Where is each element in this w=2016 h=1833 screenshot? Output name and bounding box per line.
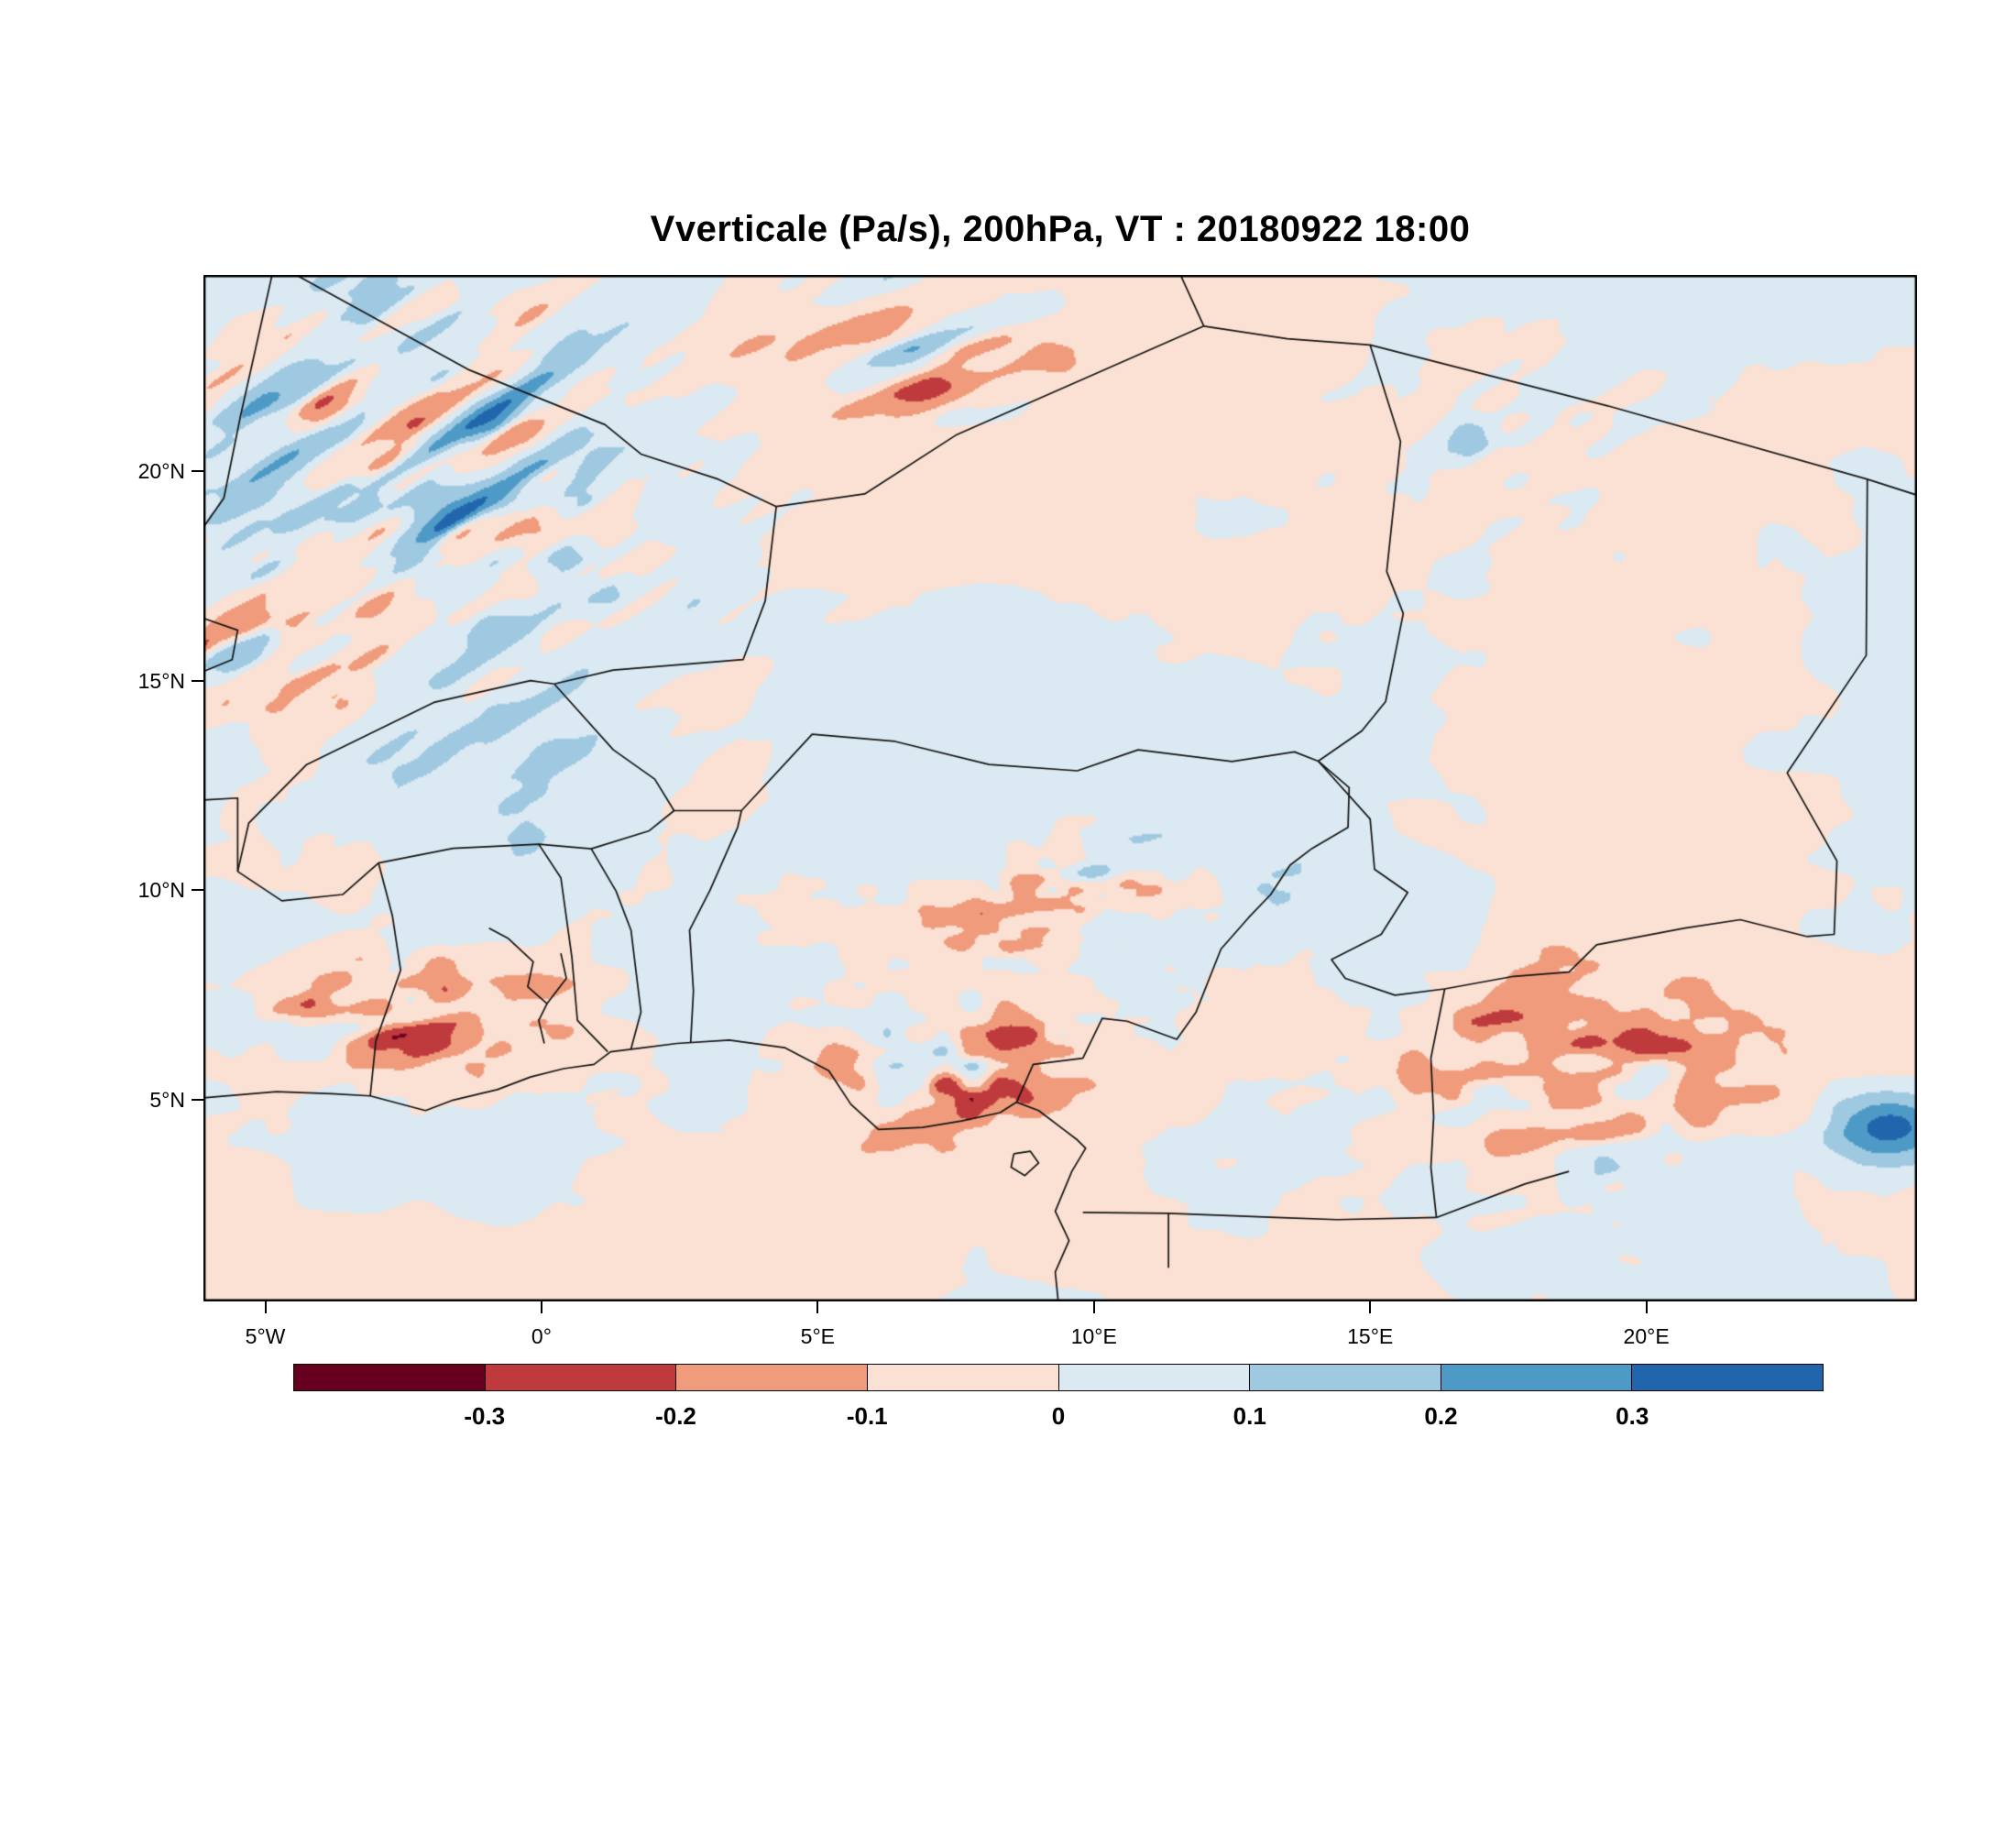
y-tick-label: 10°N [137, 878, 185, 903]
colorbar-segment [294, 1365, 485, 1390]
x-tick-mark [540, 1301, 542, 1313]
x-tick-mark [1645, 1301, 1648, 1313]
colorbar-tick-label: -0.3 [464, 1402, 506, 1430]
x-tick-label: 5°W [245, 1324, 286, 1348]
country-borders-overlay-canvas [203, 275, 1917, 1301]
y-tick-mark [192, 889, 203, 892]
colorbar-segment [866, 1365, 1058, 1390]
x-tick-label: 10°E [1070, 1324, 1117, 1348]
x-tick-label: 5°E [800, 1324, 836, 1348]
colorbar-tick-label: -0.2 [655, 1402, 696, 1430]
x-tick-mark [264, 1301, 267, 1313]
colorbar-segment [1057, 1365, 1250, 1390]
colorbar-segment [1631, 1365, 1823, 1390]
figure-title: Vverticale (Pa/s), 200hPa, VT : 20180922… [650, 209, 1471, 249]
colorbar-tick-label: 0 [1051, 1402, 1066, 1430]
x-tick-label: 0° [531, 1324, 552, 1348]
colorbar [293, 1364, 1824, 1391]
colorbar-tick-label: 0.2 [1424, 1402, 1458, 1430]
y-tick-label: 15°N [137, 668, 185, 693]
colorbar-segment [484, 1365, 676, 1390]
x-tick-mark [1092, 1301, 1095, 1313]
map-plot-area [203, 275, 1917, 1301]
y-tick-mark [192, 1099, 203, 1102]
x-tick-mark [816, 1301, 819, 1313]
x-tick-label: 20°E [1623, 1324, 1670, 1348]
x-tick-mark [1369, 1301, 1372, 1313]
y-tick-mark [192, 679, 203, 682]
colorbar-tick-label: 0.3 [1616, 1402, 1649, 1430]
y-tick-mark [192, 469, 203, 472]
colorbar-tick-label: -0.1 [846, 1402, 888, 1430]
x-tick-label: 15°E [1347, 1324, 1394, 1348]
y-tick-label: 5°N [149, 1088, 185, 1113]
colorbar-segment [675, 1365, 867, 1390]
colorbar-tick-label: 0.1 [1233, 1402, 1266, 1430]
colorbar-segment [1249, 1365, 1441, 1390]
colorbar-segment [1440, 1365, 1632, 1390]
y-tick-label: 20°N [137, 458, 185, 483]
